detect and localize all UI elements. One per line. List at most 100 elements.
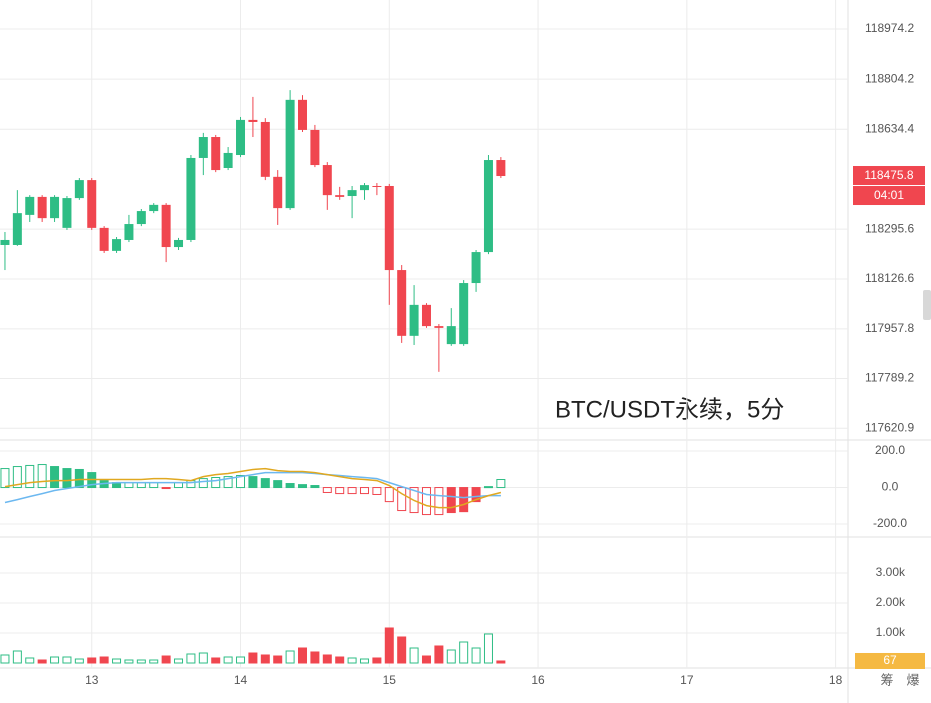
macd-bar — [335, 487, 345, 495]
volume-bar — [112, 658, 122, 664]
y-tick-label: 118804.2 — [865, 71, 914, 85]
volume-bar — [347, 657, 357, 664]
volume-bar — [236, 656, 246, 664]
volume-bar — [99, 656, 109, 664]
volume-bar — [471, 647, 481, 664]
candle-body — [421, 304, 431, 327]
macd-bar — [459, 487, 469, 513]
macd-bar — [12, 466, 22, 489]
y-tick-label: 117957.8 — [865, 321, 914, 335]
candle-body — [198, 137, 208, 158]
y-tick-label: 118126.6 — [865, 271, 914, 285]
y-tick-label: 118295.6 — [865, 221, 914, 235]
candle-body — [483, 160, 493, 253]
macd-bar — [174, 482, 184, 489]
candle-body — [25, 196, 35, 215]
x-tick-label: 15 — [383, 673, 397, 687]
candle-body — [260, 121, 270, 177]
macd-bar — [384, 487, 394, 503]
candle-body — [174, 239, 184, 248]
candle-body — [87, 180, 97, 228]
volume-bar — [0, 654, 10, 664]
volume-bar — [50, 656, 60, 664]
macd-tick-label: 0.0 — [882, 480, 899, 494]
macd-bar — [347, 487, 357, 495]
macd-bar — [50, 466, 60, 489]
candle-body — [347, 190, 357, 197]
candle-body — [285, 99, 295, 209]
volume-bar — [149, 659, 159, 664]
macd-bar — [149, 482, 159, 489]
macd-bar — [446, 487, 456, 514]
x-tick-label: 16 — [531, 673, 545, 687]
footer-icon[interactable]: 爆 — [906, 672, 919, 687]
candle-body — [74, 180, 84, 199]
candle-body — [298, 99, 308, 130]
candle-body — [434, 326, 444, 328]
macd-bar — [322, 487, 332, 493]
volume-last-label: 67 — [883, 653, 897, 667]
macd-bar — [74, 468, 84, 489]
candle-body — [50, 196, 60, 219]
candle-body — [223, 152, 233, 168]
volume-bar — [74, 658, 84, 664]
macd-bar — [421, 487, 431, 516]
macd-bar — [161, 487, 171, 490]
macd-bar — [236, 474, 246, 489]
side-handle[interactable] — [923, 290, 931, 320]
countdown-box — [853, 186, 925, 206]
candle-body — [310, 129, 320, 166]
volume-bar — [322, 654, 332, 664]
volume-bar — [483, 633, 493, 664]
annotation: BTC/USDT永续，5分 — [555, 396, 784, 423]
candle-body — [471, 252, 481, 284]
last-price-box — [853, 166, 925, 186]
footer-icon[interactable]: 筹 — [880, 672, 893, 687]
volume-bar — [397, 636, 407, 664]
candle-body — [0, 239, 10, 245]
macd-bar — [211, 477, 221, 489]
macd-bar — [298, 484, 308, 489]
volume-bar — [310, 651, 320, 664]
macd-bar — [359, 487, 369, 495]
candle-body — [496, 160, 506, 177]
candle-body — [124, 224, 134, 240]
candle-body — [236, 119, 246, 156]
macd-bar — [310, 485, 320, 489]
volume-bar — [298, 647, 308, 664]
macd-dea-line — [4, 467, 502, 509]
candle-body — [186, 157, 196, 240]
last-price-label: 118475.8 — [864, 168, 913, 182]
volume-bar — [434, 645, 444, 664]
volume-bar — [248, 652, 258, 664]
candle-body — [446, 326, 456, 345]
volume-bar — [37, 659, 47, 664]
candle-body — [409, 304, 419, 336]
candle-body — [211, 137, 221, 171]
candle-body — [161, 204, 171, 248]
macd-bar — [37, 464, 47, 489]
macd-bar — [260, 478, 270, 489]
macd-bar — [496, 479, 506, 489]
macd-bar — [273, 480, 283, 489]
volume-bar — [124, 659, 134, 664]
macd-bar — [434, 487, 444, 516]
macd-bar — [471, 487, 481, 503]
candle-body — [397, 270, 407, 336]
candle-body — [359, 185, 369, 191]
volume-bar — [211, 657, 221, 664]
volume-bar — [198, 652, 208, 664]
macd-bar — [248, 476, 258, 489]
x-tick-label: 18 — [829, 673, 843, 687]
candle-body — [136, 211, 146, 225]
volume-bar — [161, 655, 171, 664]
volume-bar — [335, 656, 345, 664]
y-tick-label: 117620.9 — [865, 420, 914, 434]
macd-bar — [62, 468, 72, 489]
macd-tick-label: 200.0 — [875, 443, 905, 457]
candle-body — [372, 185, 382, 187]
candle-body — [384, 185, 394, 271]
volume-bar — [421, 655, 431, 664]
volume-bar — [372, 657, 382, 664]
y-tick-label: 118974.2 — [865, 21, 914, 35]
